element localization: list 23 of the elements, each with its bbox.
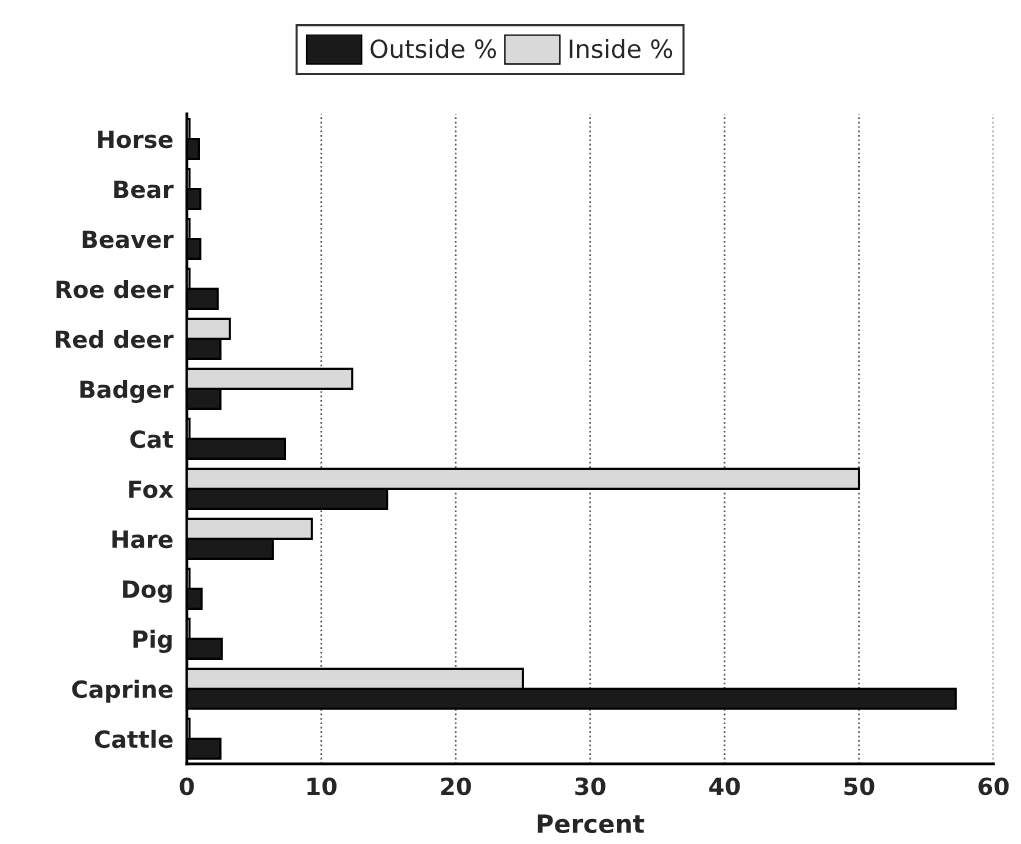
- x-tick-label: 40: [709, 777, 740, 796]
- y-tick-label: Beaver: [82, 230, 174, 249]
- y-tick-label: Hare: [112, 530, 173, 549]
- legend-label: Outside %: [370, 38, 496, 59]
- x-tick-label: 50: [844, 777, 875, 796]
- x-tick-label: 10: [307, 777, 337, 796]
- x-tick-label: 30: [575, 777, 606, 796]
- y-tick-label: Bear: [114, 180, 174, 199]
- x-axis-title: Percent: [537, 814, 645, 834]
- y-tick-label: Red deer: [55, 329, 174, 349]
- y-tick-label: Roe deer: [56, 279, 174, 299]
- x-tick-label: 0: [179, 777, 194, 796]
- y-tick-label: Caprine: [72, 679, 173, 703]
- y-tick-label: Cat: [130, 430, 174, 449]
- y-tick-label: Badger: [80, 379, 174, 403]
- y-tick-label: Cattle: [94, 729, 173, 749]
- y-tick-label: Dog: [123, 580, 172, 603]
- y-tick-label: Horse: [98, 130, 173, 149]
- y-tick-label: Fox: [129, 480, 174, 499]
- legend-label: Inside %: [569, 38, 673, 59]
- x-tick-label: 60: [978, 777, 1009, 796]
- y-tick-label: Pig: [133, 629, 172, 653]
- x-tick-label: 20: [441, 777, 472, 796]
